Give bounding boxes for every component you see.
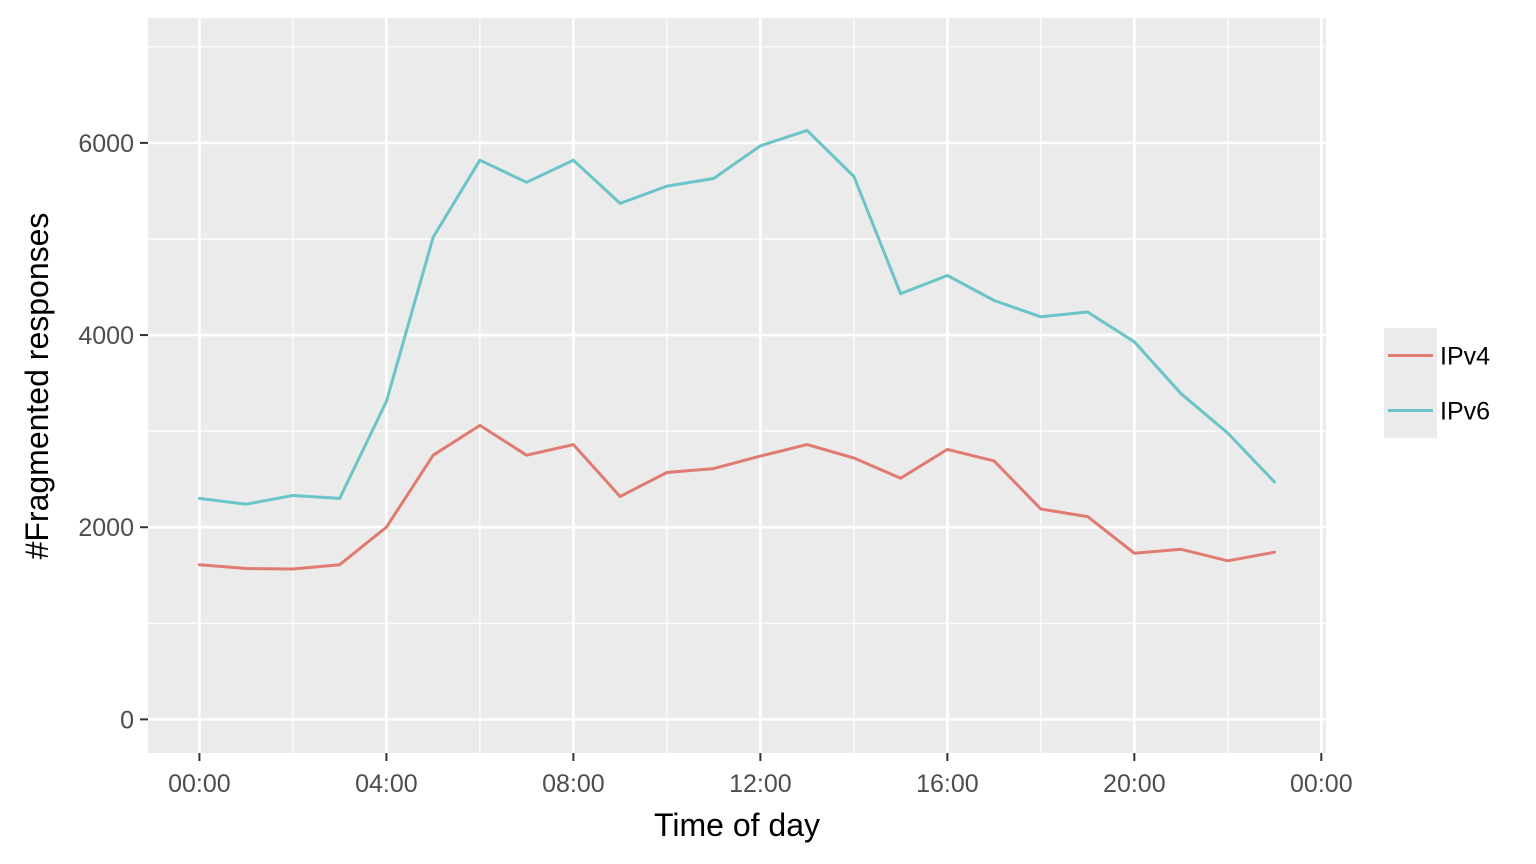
grid-lines [148,18,1326,753]
legend-label: IPv4 [1440,343,1490,371]
y-tick-label: 6000 [78,130,134,158]
x-axis-title: Time of day [654,807,820,843]
plot-panel [148,18,1326,753]
legend-label: IPv6 [1440,398,1490,426]
axis-ticks [140,141,1323,761]
series-line-ipv4 [197,423,1277,571]
x-tick-label: 12:00 [729,770,792,798]
tick-labels: 00:00 04:00 08:00 12:00 16:00 20:00 00:00 0 2000… [78,130,1352,798]
x-tick-label: 20:00 [1103,770,1166,798]
x-tick-label: 00:00 [1290,770,1353,798]
x-tick-label: 04:00 [355,770,418,798]
series-line-ipv6 [197,128,1277,506]
legend: IPv4 IPv6 [1384,328,1490,438]
x-tick-label: 08:00 [542,770,605,798]
y-tick-label: 0 [120,706,134,734]
x-tick-label: 16:00 [916,770,979,798]
y-tick-label: 4000 [78,322,134,350]
y-axis-title: #Fragmented responses [19,213,55,560]
series-lines [197,128,1277,571]
y-tick-label: 2000 [78,514,134,542]
x-tick-label: 00:00 [168,770,231,798]
